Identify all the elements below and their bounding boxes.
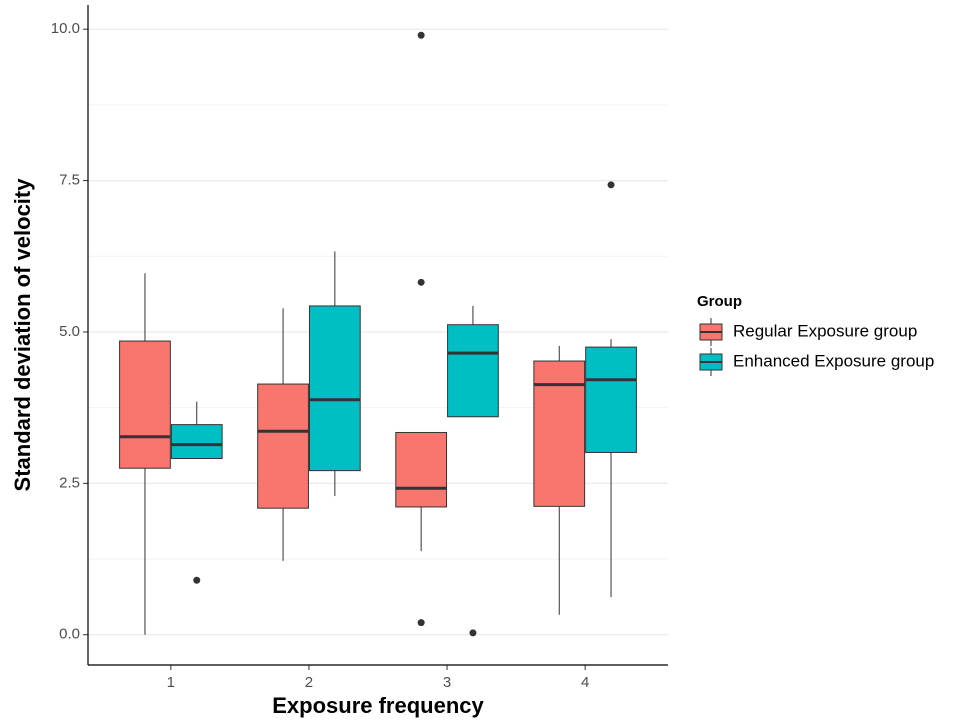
box <box>119 340 171 469</box>
box <box>257 383 309 509</box>
box <box>533 360 586 507</box>
outlier <box>417 31 425 39</box>
box <box>308 305 361 472</box>
box <box>447 324 499 418</box>
y-tick-label: 7.5 <box>59 172 80 189</box>
outlier <box>417 619 425 627</box>
box <box>170 424 223 460</box>
y-tick-label: 0.0 <box>59 626 80 643</box>
x-tick-label: 3 <box>443 674 451 691</box>
y-tick-label: 2.5 <box>59 474 80 491</box>
x-tick-label: 4 <box>581 674 589 691</box>
y-tick-label: 5.0 <box>59 323 80 340</box>
legend-label: Enhanced Exposure group <box>733 351 934 370</box>
x-tick-label: 1 <box>167 674 175 691</box>
legend-label: Regular Exposure group <box>733 321 917 340</box>
legend-title: Group <box>697 293 742 310</box>
outlier <box>607 181 615 189</box>
outlier <box>417 278 425 286</box>
y-axis-title: Standard deviation of velocity <box>10 178 35 492</box>
x-axis-title: Exposure frequency <box>272 693 484 718</box>
y-tick-label: 10.0 <box>51 20 80 37</box>
outlier <box>193 576 201 584</box>
x-tick-label: 2 <box>305 674 313 691</box>
box <box>585 346 637 453</box>
box <box>395 431 448 508</box>
outlier <box>469 629 477 637</box>
